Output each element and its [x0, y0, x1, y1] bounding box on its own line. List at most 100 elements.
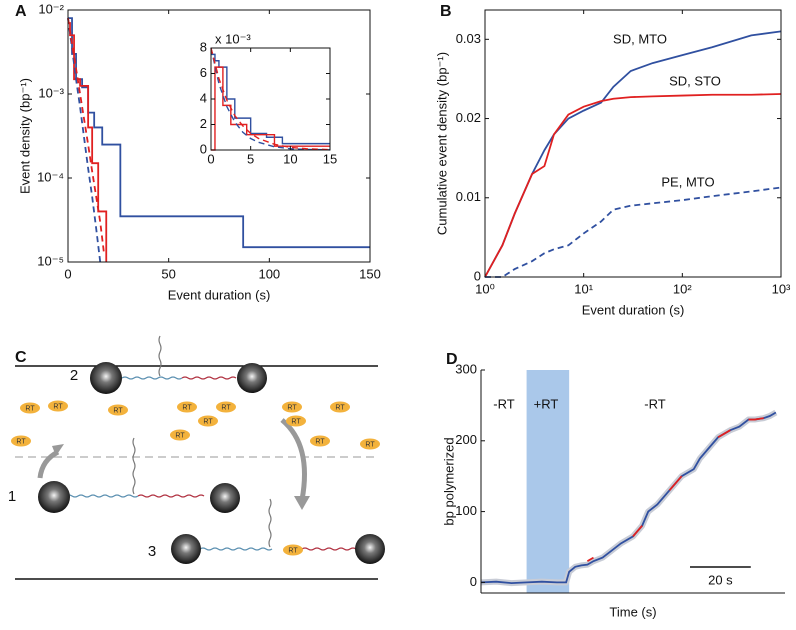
enzyme: [108, 404, 128, 416]
enzyme-label: RT: [291, 418, 301, 425]
y-tick-label: 6: [200, 65, 207, 80]
y-tick-label: 0: [200, 141, 207, 156]
enzyme-label: RT: [203, 418, 213, 425]
enzyme-label: RT: [221, 404, 231, 411]
y-tick-label: 10⁻⁴: [37, 169, 64, 184]
enzyme: [360, 438, 380, 450]
arrow-head: [294, 496, 310, 510]
enzyme: [216, 401, 236, 413]
step-label: 2: [70, 367, 78, 384]
enzyme: [286, 415, 306, 427]
multiplier-label: x 10⁻³: [215, 31, 251, 46]
line: [211, 66, 330, 151]
enzymes: RT RT RT RT RT RT RT RT RT RT RT RT RT RT: [11, 400, 380, 556]
enzyme: [282, 401, 302, 413]
x-tick-label: 100: [258, 266, 280, 281]
line: [484, 93, 782, 278]
y-axis-label: Cumulative event density (bp⁻¹): [434, 52, 449, 235]
line: [480, 411, 777, 584]
x-axis-label: Time (s): [609, 604, 656, 619]
arrow: [280, 418, 307, 501]
line: [484, 30, 782, 278]
bead: [171, 534, 201, 564]
enzyme-label: RT: [53, 403, 63, 410]
x-tick-label: 10¹: [574, 281, 593, 296]
y-tick-label: 4: [200, 90, 207, 105]
enzyme: [170, 429, 190, 441]
y-tick-label: 0.03: [456, 31, 481, 46]
enzyme: [310, 435, 330, 447]
y-tick-label: 0: [474, 268, 481, 283]
line: [210, 47, 331, 151]
y-tick-label: 300: [455, 361, 477, 376]
annotation: -RT: [493, 396, 514, 411]
trace-noise: [480, 409, 778, 587]
line: [211, 53, 330, 145]
x-tick-label: 10: [283, 151, 297, 166]
bead: [90, 362, 122, 394]
x-tick-label: 50: [161, 266, 175, 281]
enzyme: [11, 435, 31, 447]
axes-frame: [484, 9, 782, 278]
x-axis-label: Event duration (s): [168, 287, 271, 302]
line: [210, 47, 331, 151]
dna: [65, 335, 363, 551]
enzyme: [283, 544, 303, 556]
y-tick-label: 0.01: [456, 189, 481, 204]
y-tick-label: 10⁻²: [38, 1, 64, 16]
line: [586, 417, 764, 562]
y-tick-label: 2: [200, 116, 207, 131]
enzyme: [20, 402, 40, 414]
enzyme-label: RT: [16, 438, 26, 445]
y-axis-label: bp polymerized: [441, 437, 456, 525]
x-tick-label: 10²: [673, 281, 692, 296]
enzyme: [177, 401, 197, 413]
shaded-region: [526, 370, 570, 593]
y-tick-label: 100: [455, 503, 477, 518]
axes-frame: [67, 9, 371, 263]
line: [67, 17, 106, 256]
bead: [355, 534, 385, 564]
y-tick-label: 10⁻⁵: [37, 253, 64, 268]
x-axis-label: Event duration (s): [582, 302, 685, 317]
enzyme-label: RT: [113, 407, 123, 414]
enzyme-label: RT: [288, 547, 298, 554]
bead: [210, 483, 240, 513]
scale-bar-label: 20 s: [708, 572, 733, 587]
enzyme-label: RT: [287, 404, 297, 411]
y-tick-label: 200: [455, 432, 477, 447]
enzyme-label: RT: [365, 441, 375, 448]
enzyme: [330, 401, 350, 413]
y-axis-label: Event density (bp⁻¹): [17, 78, 32, 194]
x-tick-label: 10³: [772, 281, 791, 296]
bead: [38, 481, 70, 513]
line: [485, 186, 782, 278]
series-label: SD, STO: [669, 73, 721, 88]
enzyme-label: RT: [315, 438, 325, 445]
diagram: C 1 2 3 RT RT RT RT RT RT RT RT RT RT RT RT RT RT: [8, 335, 385, 580]
enzyme-label: RT: [175, 432, 185, 439]
enzyme-label: RT: [335, 404, 345, 411]
step-label: 3: [148, 543, 156, 560]
arrow: [37, 449, 60, 479]
arrow-head: [52, 444, 64, 456]
enzyme-label: RT: [25, 405, 35, 412]
series-label: PE, MTO: [661, 174, 714, 189]
x-tick-label: 150: [359, 266, 381, 281]
annotation: -RT: [644, 396, 665, 411]
annotation: +RT: [534, 396, 559, 411]
panel-label: C: [15, 349, 27, 366]
bead: [237, 363, 267, 393]
enzyme: [48, 400, 68, 412]
panel-label: D: [446, 351, 458, 368]
y-tick-label: 0.02: [456, 110, 481, 125]
x-tick-label: 10⁰: [475, 281, 495, 296]
panel-label: A: [15, 3, 27, 20]
enzyme: [198, 415, 218, 427]
y-tick-label: 10⁻³: [38, 85, 64, 100]
x-tick-label: 5: [247, 151, 254, 166]
x-tick-label: 15: [323, 151, 337, 166]
x-tick-label: 0: [207, 151, 214, 166]
line: [67, 18, 102, 263]
